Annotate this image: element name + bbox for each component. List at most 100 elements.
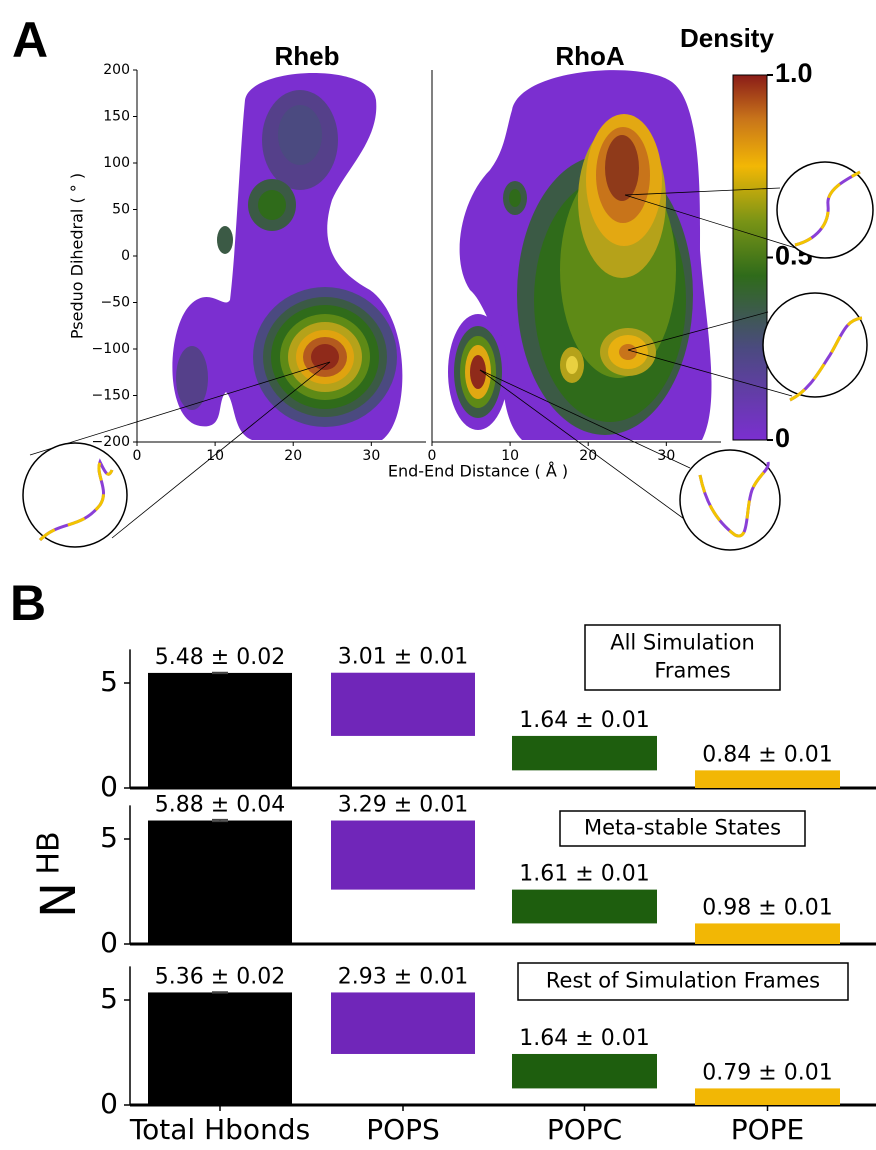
- x-axis-label: End-End Distance ( Å ): [388, 462, 568, 481]
- y-tick-label: 5: [100, 665, 118, 698]
- bar: [148, 992, 292, 1105]
- inset-pointer: [627, 349, 793, 397]
- colorbar-tick-label: 1.0: [775, 58, 813, 88]
- plot-title: RhoA: [555, 41, 625, 71]
- x-tick-label: 0: [133, 448, 142, 464]
- panel-label: B: [10, 575, 46, 631]
- density-region: [566, 356, 578, 374]
- inset-circle: [762, 292, 868, 398]
- error-bar: [212, 991, 228, 994]
- y-tick-label: 200: [103, 62, 130, 78]
- x-tick-label: POPE: [731, 1113, 805, 1146]
- bar: [695, 923, 840, 944]
- bar: [331, 820, 475, 890]
- y-tick-label: −50: [100, 295, 130, 311]
- colorbar: [732, 74, 768, 441]
- annotation: Meta-stable States: [584, 816, 781, 840]
- bar: [695, 1088, 840, 1105]
- y-tick-label: −100: [92, 341, 130, 357]
- x-tick-label: 10: [501, 448, 519, 464]
- density-region: [619, 344, 637, 360]
- y-axis-label-sub: HB: [32, 831, 67, 874]
- y-tick-label: 5: [100, 982, 118, 1015]
- density-region: [509, 189, 521, 207]
- density-region: [278, 105, 322, 165]
- bar: [512, 889, 657, 924]
- panel-label: A: [12, 12, 48, 68]
- value-label: 5.36 ± 0.02: [155, 964, 285, 989]
- inset-pointer: [479, 369, 703, 533]
- x-tick-label: 20: [579, 448, 597, 464]
- x-tick-label: POPC: [547, 1113, 622, 1146]
- inset-pointer: [624, 194, 803, 251]
- y-tick-label: 5: [100, 821, 118, 854]
- annotation: Rest of Simulation Frames: [546, 969, 820, 993]
- value-label: 0.79 ± 0.01: [702, 1060, 832, 1085]
- y-tick-label: 150: [103, 109, 130, 125]
- x-tick-label: 30: [362, 448, 380, 464]
- inset-structure: [789, 316, 863, 402]
- inset-circle: [679, 449, 781, 551]
- colorbar-title: Density: [680, 23, 774, 53]
- y-tick-label: 100: [103, 155, 130, 171]
- density-region: [605, 135, 639, 201]
- y-tick-label: 0: [100, 770, 118, 803]
- value-label: 3.29 ± 0.01: [338, 793, 468, 818]
- annotation-box: [584, 624, 781, 691]
- error-bar: [212, 671, 228, 675]
- bar: [331, 992, 475, 1054]
- density-region: [176, 346, 208, 410]
- value-label: 5.48 ± 0.02: [155, 645, 285, 670]
- density-region: [470, 355, 486, 389]
- y-tick-label: −200: [92, 434, 130, 450]
- density-region: [311, 344, 339, 370]
- plot-title: Rheb: [275, 41, 340, 71]
- value-label: 0.84 ± 0.01: [702, 742, 832, 767]
- inset-structure: [698, 461, 770, 538]
- y-tick-label: 50: [112, 202, 130, 218]
- inset-circle: [776, 161, 874, 259]
- annotation: Frames: [654, 659, 730, 683]
- value-label: 5.88 ± 0.04: [155, 793, 285, 818]
- x-tick-label: 20: [284, 448, 302, 464]
- inset-circle: [22, 442, 128, 548]
- bar: [512, 735, 657, 771]
- x-tick-label: POPS: [366, 1113, 440, 1146]
- x-tick-label: 0: [428, 448, 437, 464]
- inset-pointer: [627, 311, 769, 351]
- value-label: 1.61 ± 0.01: [519, 862, 649, 887]
- density-region: [258, 190, 286, 220]
- bar: [512, 1053, 657, 1089]
- value-label: 1.64 ± 0.01: [519, 708, 649, 733]
- bar: [148, 820, 292, 944]
- density-region: [217, 226, 233, 254]
- colorbar-tick-label: 0: [775, 423, 790, 453]
- annotation-box: [517, 962, 849, 1001]
- inset-structure: [794, 170, 861, 247]
- value-label: 2.93 ± 0.01: [338, 964, 468, 989]
- bar: [695, 770, 840, 788]
- value-label: 0.98 ± 0.01: [702, 895, 832, 920]
- x-tick-label: 30: [657, 448, 675, 464]
- x-tick-label: Total Hbonds: [129, 1113, 310, 1146]
- annotation-box: [559, 810, 806, 847]
- annotation: All Simulation: [610, 631, 755, 655]
- inset-pointer: [624, 187, 781, 196]
- value-label: 1.64 ± 0.01: [519, 1026, 649, 1051]
- error-bar: [212, 818, 228, 823]
- bar: [331, 672, 475, 736]
- y-tick-label: 0: [100, 1087, 118, 1120]
- inset-pointer: [479, 369, 691, 469]
- value-label: 3.01 ± 0.01: [338, 645, 468, 670]
- x-tick-label: 10: [206, 448, 224, 464]
- bar: [148, 672, 292, 788]
- y-axis-label: N: [31, 882, 87, 918]
- inset-structure: [38, 458, 114, 542]
- inset-pointer: [29, 361, 331, 456]
- inset-pointer: [111, 361, 331, 539]
- y-tick-label: 0: [100, 926, 118, 959]
- y-tick-label: −150: [92, 388, 130, 404]
- y-tick-label: 0: [121, 248, 130, 264]
- y-axis-label: Pseduo Dihedral ( ° ): [68, 173, 87, 339]
